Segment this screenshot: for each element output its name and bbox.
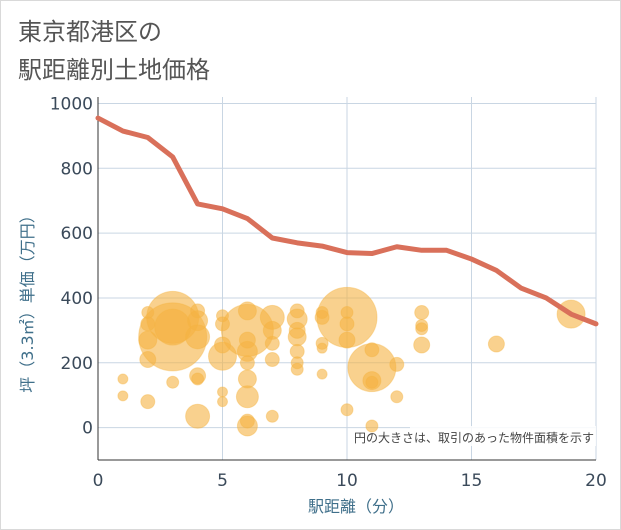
- bubble-point-15: [191, 372, 205, 386]
- bubble-point-31: [236, 415, 258, 437]
- bubble-point-57: [365, 375, 379, 389]
- bubble-point-52: [338, 331, 356, 349]
- bubble-point-51: [339, 316, 355, 332]
- line-series: [95, 115, 599, 327]
- bubble-point-58: [365, 419, 379, 433]
- bubble-point-61: [414, 305, 430, 321]
- bubble-point-65: [487, 335, 505, 353]
- bubble-point-53: [340, 403, 354, 417]
- bubble-point-64: [413, 336, 431, 354]
- bubble-point-0: [117, 373, 129, 385]
- x-tick-label-2: 10: [336, 471, 358, 491]
- bubble-series: [117, 286, 586, 437]
- bubble-point-27: [239, 355, 255, 371]
- x-tick-label-0: 0: [93, 471, 104, 491]
- bubble-point-47: [316, 342, 328, 354]
- bubble-point-59: [389, 356, 405, 372]
- bubble-point-16: [185, 403, 211, 429]
- y-tick-label-3: 600: [61, 224, 93, 244]
- bubble-point-10: [166, 375, 180, 389]
- x-tick-label-1: 5: [217, 471, 228, 491]
- note-background: [410, 426, 596, 446]
- bubble-point-22: [217, 396, 228, 408]
- x-tick-label-4: 20: [585, 471, 607, 491]
- bubble-point-1: [117, 390, 129, 402]
- y-tick-label-4: 800: [61, 159, 93, 179]
- size-note: 円の大きさは、取引のあった物件面積を示す: [354, 430, 594, 445]
- bubble-point-43: [290, 362, 304, 376]
- chart-title-line-1: 東京都港区の: [18, 18, 162, 46]
- bubble-point-29: [235, 385, 259, 409]
- bubble-point-13: [185, 324, 211, 350]
- bubble-point-36: [265, 409, 279, 423]
- y-tick-label-2: 400: [61, 289, 93, 309]
- x-axis-title: 駅距離（分）: [308, 497, 404, 516]
- y-tick-label-1: 200: [61, 354, 93, 374]
- bubble-point-60: [390, 390, 404, 404]
- y-axis-title: 坪（3.3㎡）単価（万円）: [18, 207, 37, 392]
- bubble-point-48: [316, 368, 328, 380]
- bubble-point-63: [415, 322, 429, 336]
- y-tick-label-5: 1000: [50, 94, 93, 114]
- bubble-point-20: [208, 341, 237, 371]
- bubble-point-28: [237, 369, 257, 389]
- bubble-point-35: [264, 352, 280, 368]
- y-tick-label-0: 0: [82, 419, 93, 439]
- bubble-point-40: [287, 327, 307, 347]
- bubble-point-34: [264, 335, 280, 351]
- bubble-point-6: [140, 394, 156, 410]
- price-line: [95, 115, 599, 327]
- x-tick-label-3: 15: [461, 471, 483, 491]
- chart-title-line-2: 駅距離別土地価格: [18, 56, 210, 84]
- bubble-point-21: [217, 386, 228, 398]
